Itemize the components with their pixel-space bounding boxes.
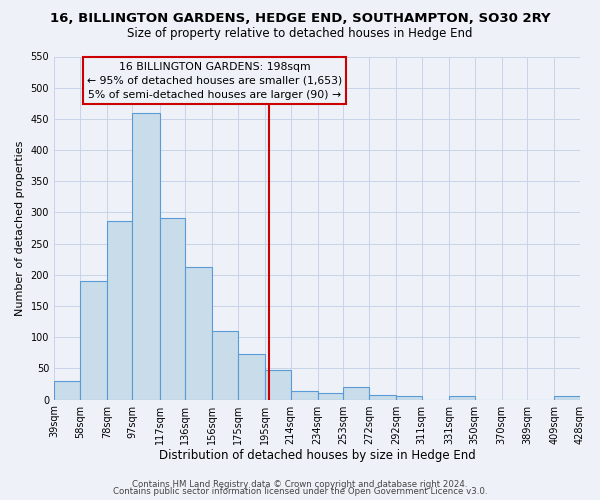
Text: 16 BILLINGTON GARDENS: 198sqm
← 95% of detached houses are smaller (1,653)
5% of: 16 BILLINGTON GARDENS: 198sqm ← 95% of d… xyxy=(87,62,342,100)
Bar xyxy=(369,394,396,400)
Bar xyxy=(185,266,212,400)
Bar xyxy=(290,392,317,400)
Bar xyxy=(212,331,238,400)
Bar xyxy=(133,114,160,400)
Bar xyxy=(54,381,80,400)
Text: Size of property relative to detached houses in Hedge End: Size of property relative to detached ho… xyxy=(127,28,473,40)
Bar xyxy=(396,396,422,400)
Bar xyxy=(449,396,475,400)
Text: 16, BILLINGTON GARDENS, HEDGE END, SOUTHAMPTON, SO30 2RY: 16, BILLINGTON GARDENS, HEDGE END, SOUTH… xyxy=(50,12,550,26)
Text: Contains HM Land Registry data © Crown copyright and database right 2024.: Contains HM Land Registry data © Crown c… xyxy=(132,480,468,489)
Text: Contains public sector information licensed under the Open Government Licence v3: Contains public sector information licen… xyxy=(113,488,487,496)
Bar xyxy=(107,220,133,400)
Bar xyxy=(317,394,343,400)
Bar xyxy=(160,218,185,400)
Bar xyxy=(265,370,290,400)
Bar xyxy=(554,396,580,400)
Bar xyxy=(238,354,265,400)
Bar xyxy=(343,387,369,400)
Bar xyxy=(80,281,107,400)
Y-axis label: Number of detached properties: Number of detached properties xyxy=(15,140,25,316)
X-axis label: Distribution of detached houses by size in Hedge End: Distribution of detached houses by size … xyxy=(158,450,475,462)
